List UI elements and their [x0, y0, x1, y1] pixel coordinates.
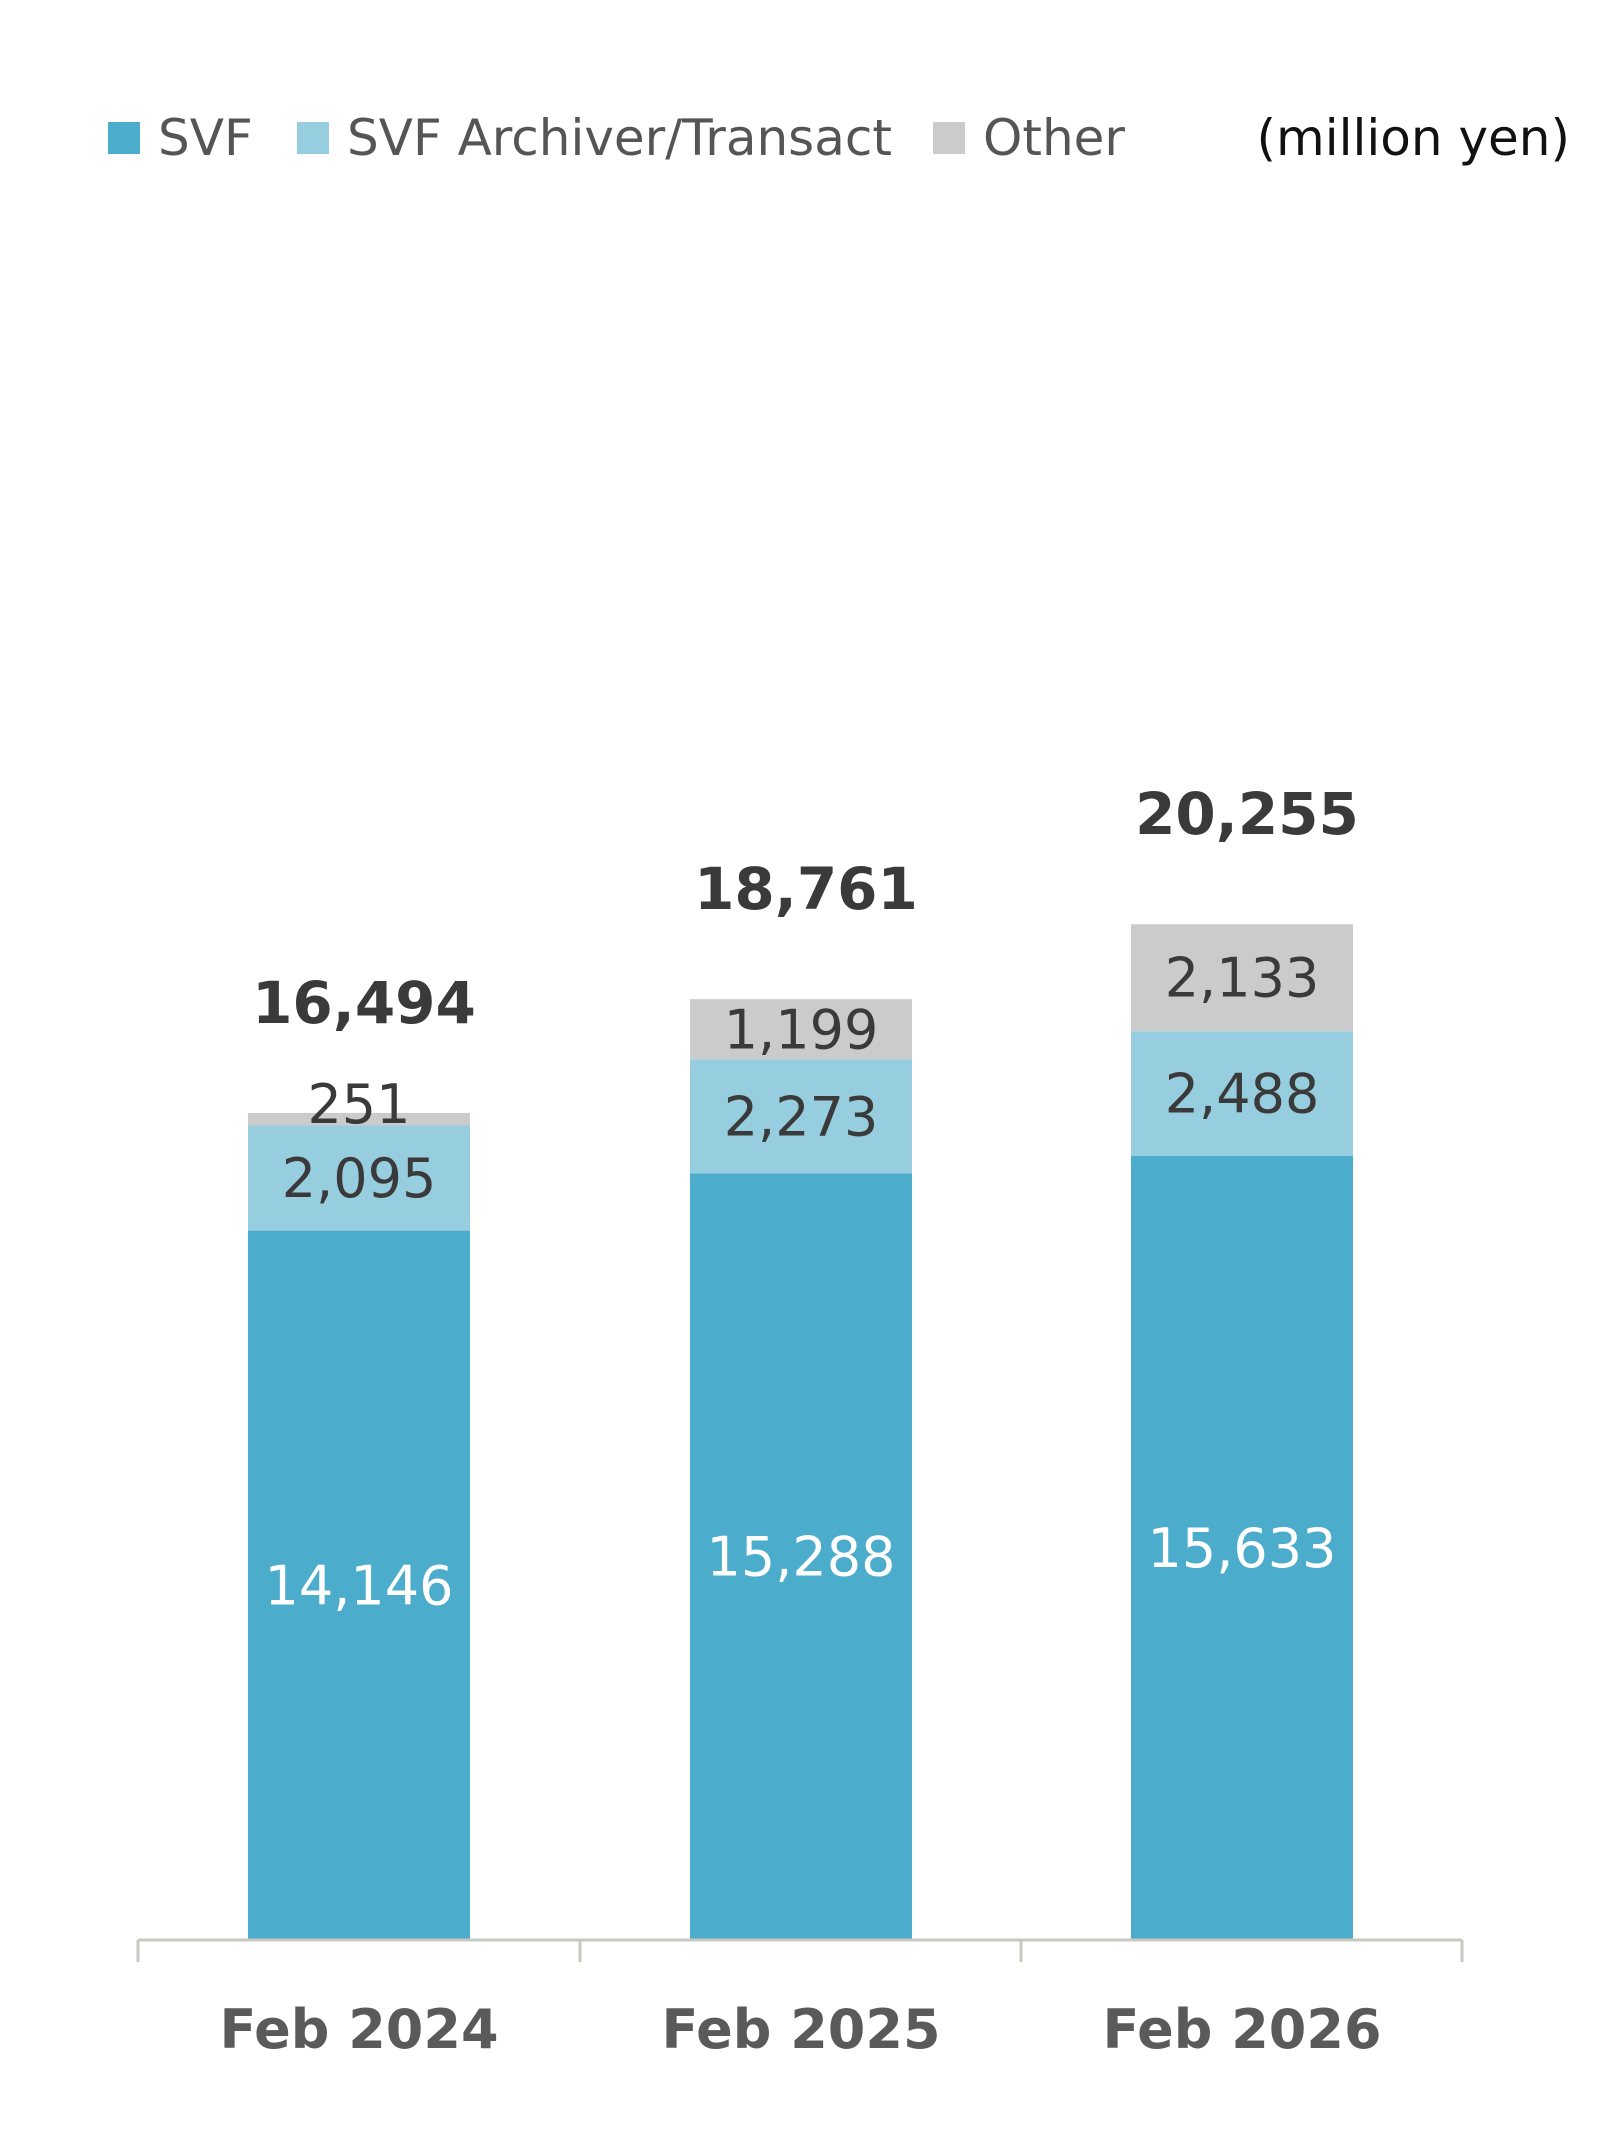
x-axis: Feb 2024 Feb 2025 Feb 2026 — [136, 1938, 1464, 2061]
data-label-svf: 15,288 — [707, 1526, 896, 1589]
x-tick-label: Feb 2025 — [661, 1998, 940, 2061]
bar-group-2: 15,288 2,273 1,199 18,761 — [690, 855, 918, 1940]
bar-segment-archiver — [1131, 1031, 1353, 1157]
legend-swatch-archiver — [297, 122, 329, 154]
bar-segment-svf — [1131, 1156, 1353, 1940]
data-label-svf: 15,633 — [1148, 1517, 1337, 1580]
data-label-other: 251 — [307, 1073, 410, 1136]
data-label-other: 1,199 — [724, 998, 879, 1061]
total-label: 16,494 — [252, 969, 476, 1037]
legend-label-svf: SVF — [158, 109, 253, 167]
bars-group: 14,146 2,095 251 16,494 15,288 2,273 1,199 18,7… — [248, 780, 1359, 1940]
data-label-archiver: 2,273 — [724, 1085, 879, 1148]
legend-label-other: Other — [983, 109, 1125, 167]
bar-segment-other — [690, 999, 912, 1060]
unit-label: (million yen) — [1256, 109, 1570, 167]
x-tick-label: Feb 2026 — [1102, 1998, 1381, 2061]
data-label-archiver: 2,095 — [282, 1147, 437, 1210]
total-label: 20,255 — [1135, 780, 1359, 848]
legend-swatch-other — [933, 122, 965, 154]
data-label-svf: 14,146 — [265, 1554, 454, 1617]
data-label-archiver: 2,488 — [1165, 1063, 1320, 1126]
legend-label-archiver: SVF Archiver/Transact — [347, 109, 892, 167]
bar-group-1: 14,146 2,095 251 16,494 — [248, 969, 476, 1940]
bar-segment-svf — [248, 1230, 470, 1940]
data-label-other: 2,133 — [1165, 947, 1320, 1010]
x-tick-label: Feb 2024 — [219, 1998, 498, 2061]
bar-segment-other — [248, 1112, 470, 1126]
chart-legend: SVF SVF Archiver/Transact Other — [108, 109, 1125, 167]
bar-segment-archiver — [248, 1125, 470, 1231]
bar-segment-archiver — [690, 1059, 912, 1174]
bar-group-3: 15,633 2,488 2,133 20,255 — [1131, 780, 1359, 1940]
total-label: 18,761 — [694, 855, 918, 923]
bar-segment-svf — [690, 1173, 912, 1940]
bar-segment-other — [1131, 924, 1353, 1032]
legend-swatch-svf — [108, 122, 140, 154]
